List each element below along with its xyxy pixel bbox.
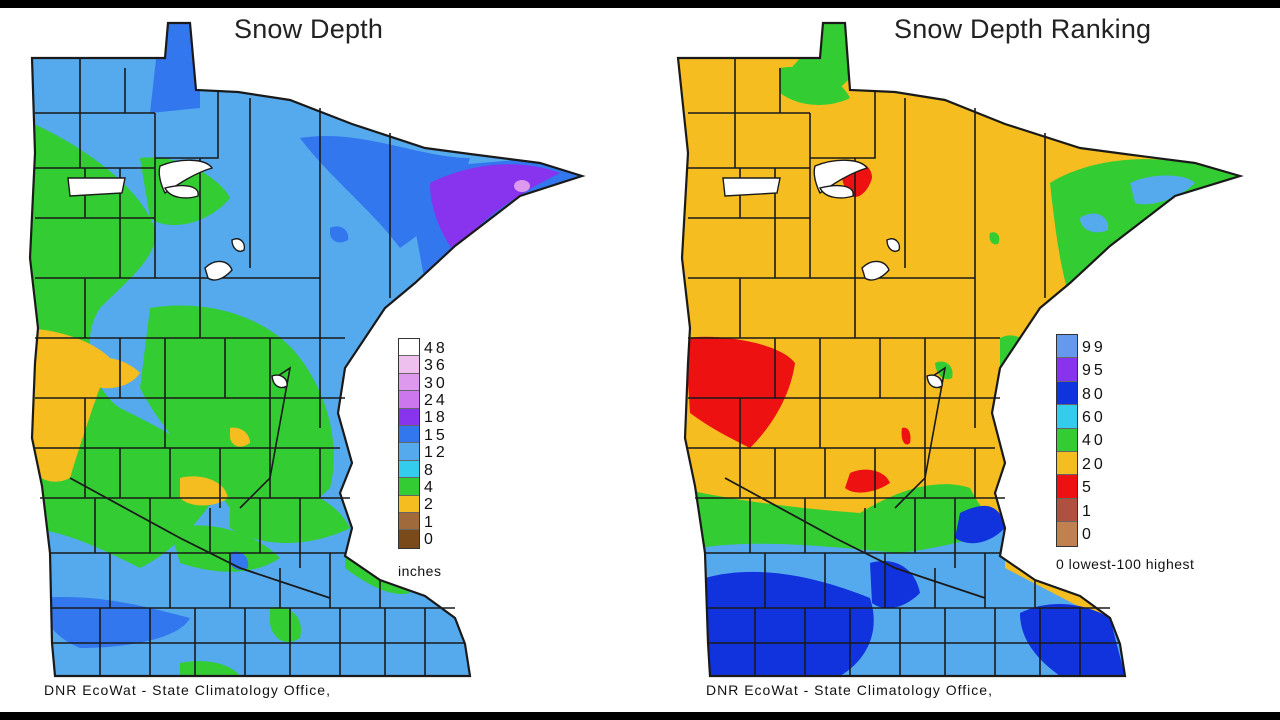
legend-tick-label: 80: [1082, 385, 1106, 403]
state-outline: [676, 21, 1244, 678]
legend-swatch: [399, 443, 419, 461]
legend-swatch: [1057, 381, 1077, 406]
legend-swatch: [1057, 335, 1077, 359]
figure-canvas: Snow Depth: [0, 8, 1280, 712]
legend-tick-label: 15: [424, 426, 448, 444]
legend-tick-label: 99: [1082, 338, 1106, 356]
south-4-8in-patch: [270, 607, 301, 643]
legend-swatch: [399, 373, 419, 392]
north-border-40-60-rank: [780, 67, 850, 105]
legend-tick-label: 12: [424, 444, 448, 462]
west-central-5-20-rank: [685, 336, 795, 448]
snow-depth-ranking-panel: Snow Depth Ranking: [640, 8, 1280, 712]
north-shore-60-80-rank-spot: [1080, 213, 1109, 233]
legend-swatch: [399, 391, 419, 409]
central-4-8in: [140, 305, 334, 519]
legend-swatch: [399, 512, 419, 531]
small-2-4in-patch: [230, 427, 250, 447]
legend-swatch: [1057, 451, 1077, 476]
legend-tick-label: 95: [1082, 362, 1106, 380]
mille-lacs-lake: [271, 374, 288, 389]
snow-depth-ranking-map: [676, 21, 1244, 678]
legend-tick-label: 36: [424, 357, 448, 375]
legend-swatch: [399, 425, 419, 444]
legend-swatch: [399, 530, 419, 548]
central-5-20-rank-patch: [845, 469, 890, 493]
county-boundaries: [676, 21, 1244, 678]
legend-tick-label: 24: [424, 391, 448, 409]
lake-area-12-15in-spot: [330, 226, 349, 243]
arrowhead-18-24in: [430, 164, 560, 253]
west-central-2-4in-patch: [80, 357, 140, 389]
legend-tick-label: 18: [424, 409, 448, 427]
snow-depth-ranking-title: Snow Depth Ranking: [894, 14, 1152, 44]
minnesota-river: [724, 477, 986, 599]
legend-tick-label: 0: [1082, 525, 1094, 543]
lakes: [67, 159, 288, 389]
legend-swatch: [399, 495, 419, 513]
legend-swatch: [1057, 498, 1077, 523]
lower-red-lake: [163, 184, 199, 199]
northwest-angle-12-15in: [150, 23, 200, 113]
small-5-20-rank-spot: [901, 427, 911, 445]
legend-tick-label: 30: [424, 374, 448, 392]
legend-tick-label: 8: [424, 461, 436, 479]
legend-swatch: [1057, 405, 1077, 429]
southwest-12-15in: [40, 597, 190, 648]
winnibigoshish-lake: [886, 238, 901, 252]
legend-tick-label: 20: [1082, 455, 1106, 473]
east-central-40-60-rank: [1000, 335, 1040, 428]
legend-swatch: [1057, 358, 1077, 382]
winnibigoshish-lake: [231, 238, 246, 252]
legend-swatch: [1057, 475, 1077, 499]
arrowhead-30in-spot: [514, 180, 530, 192]
leech-lake: [204, 260, 233, 281]
mille-lacs-lake: [926, 374, 943, 389]
legend-tick-label: 2: [424, 496, 436, 514]
southeast-80-95-rank: [1020, 603, 1125, 676]
legend-tick-label: 40: [1082, 432, 1106, 450]
legend-tick-label: 1: [424, 513, 436, 531]
legend-tick-label: 48: [424, 339, 448, 357]
north-shore-60-80-rank-patch: [1130, 175, 1195, 205]
legend-swatch: [399, 408, 419, 426]
southwest-80-95-rank: [705, 571, 874, 676]
lower-red-lake: [818, 184, 854, 199]
ranking-credit: DNR EcoWat - State Climatology Office,: [706, 682, 993, 698]
legend-swatch: [399, 478, 419, 496]
ranking-unit-label: 0 lowest-100 highest: [1056, 556, 1195, 572]
upper-red-lake: [813, 159, 869, 195]
snow-depth-unit-label: inches: [398, 563, 442, 579]
county-boundaries: [28, 21, 586, 678]
legend-color-scale: [1056, 334, 1078, 547]
snow-depth-panel: Snow Depth: [0, 8, 640, 712]
leech-lake: [861, 260, 890, 281]
legend-tick-label: 1: [1082, 502, 1094, 520]
south-central-40-60-rank: [680, 484, 1000, 558]
legend-tick-label: 60: [1082, 408, 1106, 426]
legend-swatch: [1057, 522, 1077, 546]
minnesota-river: [69, 477, 331, 599]
lakes: [722, 159, 943, 389]
metro-80-95-rank: [955, 505, 1005, 544]
state-outline: [28, 21, 586, 678]
legend-tick-label: 0: [424, 531, 436, 549]
legend-tick-label: 5: [1082, 479, 1094, 497]
snow-depth-map: [28, 21, 586, 678]
legend-swatch: [1057, 428, 1077, 452]
legend-swatch: [399, 460, 419, 479]
legend-tick-label: 4: [424, 478, 436, 496]
lake-red-lake-west: [67, 177, 126, 197]
snow-depth-credit: DNR EcoWat - State Climatology Office,: [44, 682, 331, 698]
legend-swatch: [399, 356, 419, 374]
legend-swatch: [399, 339, 419, 357]
snow-depth-title: Snow Depth: [234, 14, 384, 44]
lake-red-lake-west: [722, 177, 781, 197]
legend-color-scale: [398, 338, 420, 549]
lake-county-40-60-spot: [989, 232, 1000, 245]
upper-red-lake: [158, 159, 214, 195]
south-central-4-8in: [170, 525, 280, 572]
